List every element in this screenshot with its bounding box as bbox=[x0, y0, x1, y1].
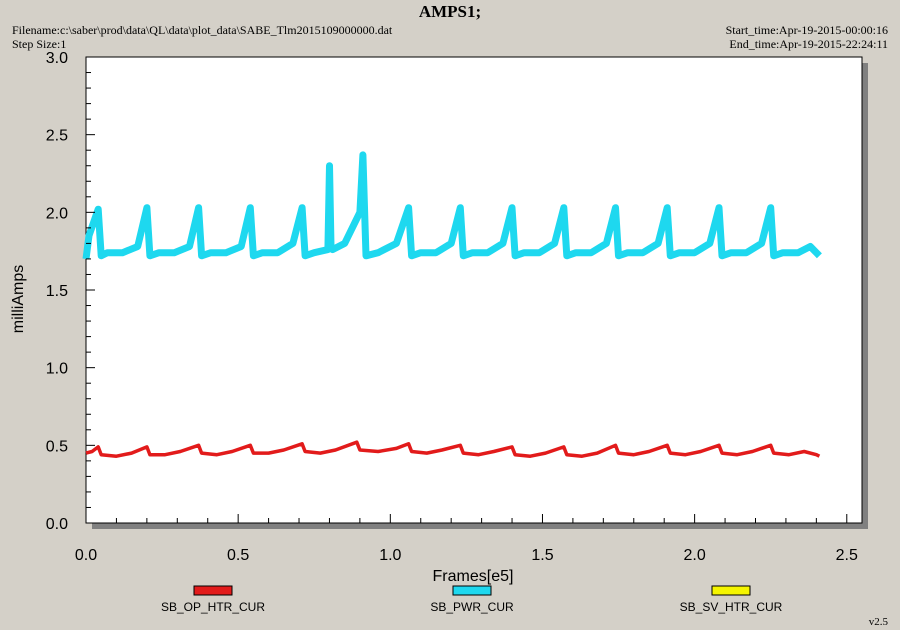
plot-area bbox=[85, 56, 863, 524]
axis-layer: 0.0 0.5 1.0 1.5 2.0 2.5 3.0 0.0 0.5 1.0 1.5 2.0 2.5 bbox=[46, 50, 858, 564]
series-layer bbox=[82, 151, 822, 458]
y-tick-label: 0.5 bbox=[46, 438, 68, 455]
series-line-0 bbox=[85, 440, 821, 458]
y-tick-label: 2.5 bbox=[46, 128, 68, 145]
legend: SB_OP_HTR_CUR SB_PWR_CUR SB_SV_HTR_CUR bbox=[161, 585, 783, 614]
y-tick-label: 1.0 bbox=[46, 361, 68, 378]
version-label: v2.5 bbox=[868, 616, 888, 628]
x-tick-label: 0.0 bbox=[75, 547, 97, 564]
legend-swatch-2 bbox=[711, 585, 751, 596]
x-tick-label: 2.5 bbox=[836, 547, 858, 564]
y-tick-label: 3.0 bbox=[46, 50, 68, 67]
legend-label-1: SB_PWR_CUR bbox=[430, 600, 514, 614]
y-tick-label: 1.5 bbox=[46, 283, 68, 300]
y-axis-title: milliAmps bbox=[10, 265, 27, 333]
series-line-1 bbox=[82, 151, 822, 260]
y-tick-label: 2.0 bbox=[46, 205, 68, 222]
legend-swatch-1 bbox=[452, 585, 492, 596]
legend-swatch-0 bbox=[193, 585, 233, 596]
x-tick-label: 1.5 bbox=[531, 547, 553, 564]
x-axis-title: Frames[e5] bbox=[433, 568, 514, 585]
legend-label-2: SB_SV_HTR_CUR bbox=[680, 600, 783, 614]
start-time-label: Start_time:Apr-19-2015-00:00:16 bbox=[725, 23, 888, 37]
x-tick-label: 2.0 bbox=[684, 547, 706, 564]
legend-label-0: SB_OP_HTR_CUR bbox=[161, 600, 265, 614]
y-tick-label: 0.0 bbox=[46, 516, 68, 533]
x-tick-label: 1.0 bbox=[379, 547, 401, 564]
x-tick-label: 0.5 bbox=[227, 547, 249, 564]
chart-title: AMPS1; bbox=[418, 2, 482, 21]
step-size-label: Step Size:1 bbox=[12, 37, 67, 51]
end-time-label: End_time:Apr-19-2015-22:24:11 bbox=[729, 37, 888, 51]
filename-label: Filename:c:\saber\prod\data\QL\data\plot… bbox=[12, 23, 393, 37]
